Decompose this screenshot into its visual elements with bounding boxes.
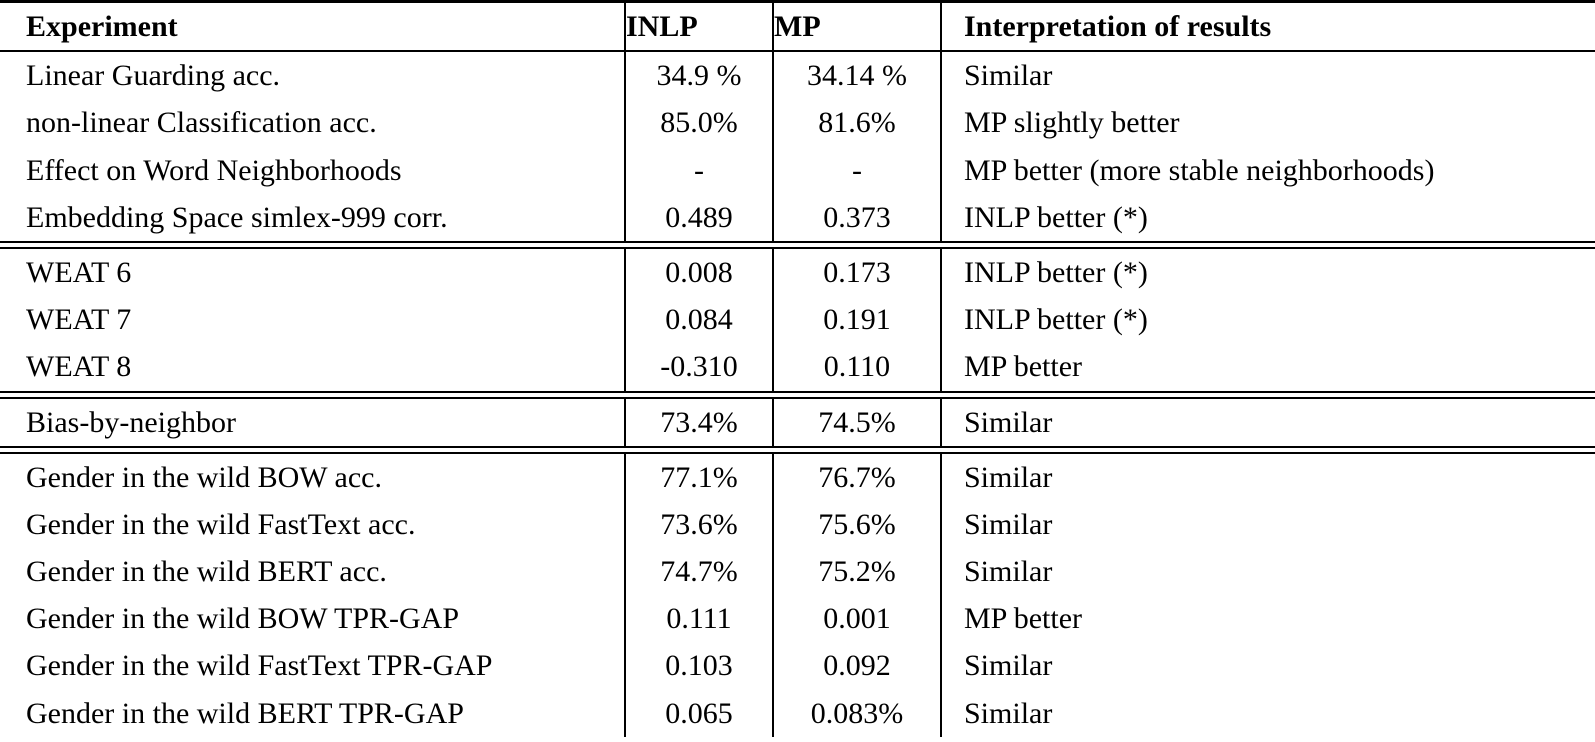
cell-interpretation: Similar [940, 642, 1595, 690]
cell-mp: 0.173 [772, 247, 941, 297]
cell-inlp: 0.489 [624, 193, 773, 242]
cell-mp: 0.001 [772, 595, 941, 643]
table-body: Linear Guarding acc. 34.9 % 34.14 % Similar… [0, 51, 1595, 737]
cell-mp: 0.191 [772, 296, 941, 344]
cell-inlp: -0.310 [624, 343, 773, 392]
table-row: non-linear Classification acc. 85.0% 81.6%… [0, 99, 1595, 147]
cell-interpretation: Similar [940, 51, 1595, 100]
table-row: WEAT 7 0.084 0.191 INLP better (*) [0, 296, 1595, 344]
table-row: WEAT 8 -0.310 0.110 MP better [0, 343, 1595, 392]
cell-interpretation: MP better [940, 343, 1595, 392]
table-row: Linear Guarding acc. 34.9 % 34.14 % Similar [0, 51, 1595, 100]
table-row: Effect on Word Neighborhoods - - MP better … [0, 146, 1595, 194]
cell-mp: 74.5% [772, 397, 941, 447]
cell-mp: 75.6% [772, 500, 941, 549]
cell-mp: 75.2% [772, 548, 941, 596]
cell-experiment: Gender in the wild BERT acc. [26, 555, 387, 589]
cell-experiment: Embedding Space simlex-999 corr. [26, 200, 448, 234]
header-inlp: INLP [624, 1, 773, 53]
cell-inlp: 73.6% [624, 500, 773, 549]
section-separator-line [0, 445, 1595, 454]
cell-interpretation: Similar [940, 548, 1595, 596]
cell-experiment: Linear Guarding acc. [26, 59, 281, 93]
cell-interpretation: Similar [940, 500, 1595, 549]
cell-interpretation: INLP better (*) [940, 193, 1595, 242]
table-row: Gender in the wild BOW TPR-GAP 0.111 0.001… [0, 595, 1595, 643]
cell-experiment: Gender in the wild BERT TPR-GAP [26, 696, 464, 730]
cell-mp: 76.7% [772, 452, 941, 501]
table-row: Gender in the wild BOW acc. 77.1% 76.7% Sim… [0, 452, 1595, 501]
cell-inlp: 0.084 [624, 296, 773, 344]
cell-inlp: 77.1% [624, 452, 773, 501]
header-experiment: Experiment [0, 1, 625, 53]
table-row: Embedding Space simlex-999 corr. 0.489 0.3… [0, 193, 1595, 242]
cell-experiment: WEAT 8 [26, 350, 132, 384]
cell-mp: 81.6% [772, 99, 941, 147]
cell-interpretation: MP better [940, 595, 1595, 643]
cell-mp: - [772, 146, 941, 194]
cell-inlp: 0.008 [624, 247, 773, 297]
cell-inlp: 0.065 [624, 689, 773, 737]
header-interpretation: Interpretation of results [940, 1, 1595, 53]
table-row: Gender in the wild BERT TPR-GAP 0.065 0.08… [0, 689, 1595, 737]
section-separator [0, 390, 1595, 399]
cell-interpretation: MP slightly better [940, 99, 1595, 147]
cell-experiment: Gender in the wild BOW TPR-GAP [26, 602, 460, 636]
section-separator-line [0, 240, 1595, 249]
cell-interpretation: MP better (more stable neighborhoods) [940, 146, 1595, 194]
cell-inlp: 0.111 [624, 595, 773, 643]
cell-experiment: WEAT 7 [26, 303, 132, 337]
section-separator [0, 240, 1595, 249]
cell-mp: 0.092 [772, 642, 941, 690]
cell-mp: 0.373 [772, 193, 941, 242]
table-row: Bias-by-neighbor 73.4% 74.5% Similar [0, 397, 1595, 447]
cell-inlp: 74.7% [624, 548, 773, 596]
cell-experiment: Gender in the wild FastText TPR-GAP [26, 649, 493, 683]
cell-experiment: WEAT 6 [26, 255, 132, 289]
header-mp: MP [772, 1, 941, 53]
cell-inlp: 73.4% [624, 397, 773, 447]
cell-inlp: 34.9 % [624, 51, 773, 100]
table-header: Experiment INLP MP Interpretation of res… [0, 1, 1595, 53]
cell-interpretation: INLP better (*) [940, 296, 1595, 344]
cell-interpretation: Similar [940, 689, 1595, 737]
cell-inlp: 0.103 [624, 642, 773, 690]
cell-experiment: Gender in the wild FastText acc. [26, 507, 416, 541]
cell-interpretation: Similar [940, 452, 1595, 501]
cell-inlp: - [624, 146, 773, 194]
cell-interpretation: Similar [940, 397, 1595, 447]
cell-mp: 0.110 [772, 343, 941, 392]
cell-experiment: Gender in the wild BOW acc. [26, 460, 383, 494]
cell-mp: 0.083% [772, 689, 941, 737]
table-row: Gender in the wild FastText TPR-GAP 0.103… [0, 642, 1595, 690]
header-row: Experiment INLP MP Interpretation of res… [0, 1, 1595, 53]
table-row: WEAT 6 0.008 0.173 INLP better (*) [0, 247, 1595, 297]
cell-experiment: non-linear Classification acc. [26, 106, 377, 140]
cell-experiment: Effect on Word Neighborhoods [26, 153, 402, 187]
section-separator [0, 445, 1595, 454]
table-row: Gender in the wild FastText acc. 73.6% 75.… [0, 500, 1595, 549]
table-row: Gender in the wild BERT acc. 74.7% 75.2% Si… [0, 548, 1595, 596]
cell-experiment: Bias-by-neighbor [26, 405, 236, 439]
cell-interpretation: INLP better (*) [940, 247, 1595, 297]
section-separator-line [0, 390, 1595, 399]
cell-mp: 34.14 % [772, 51, 941, 100]
cell-inlp: 85.0% [624, 99, 773, 147]
